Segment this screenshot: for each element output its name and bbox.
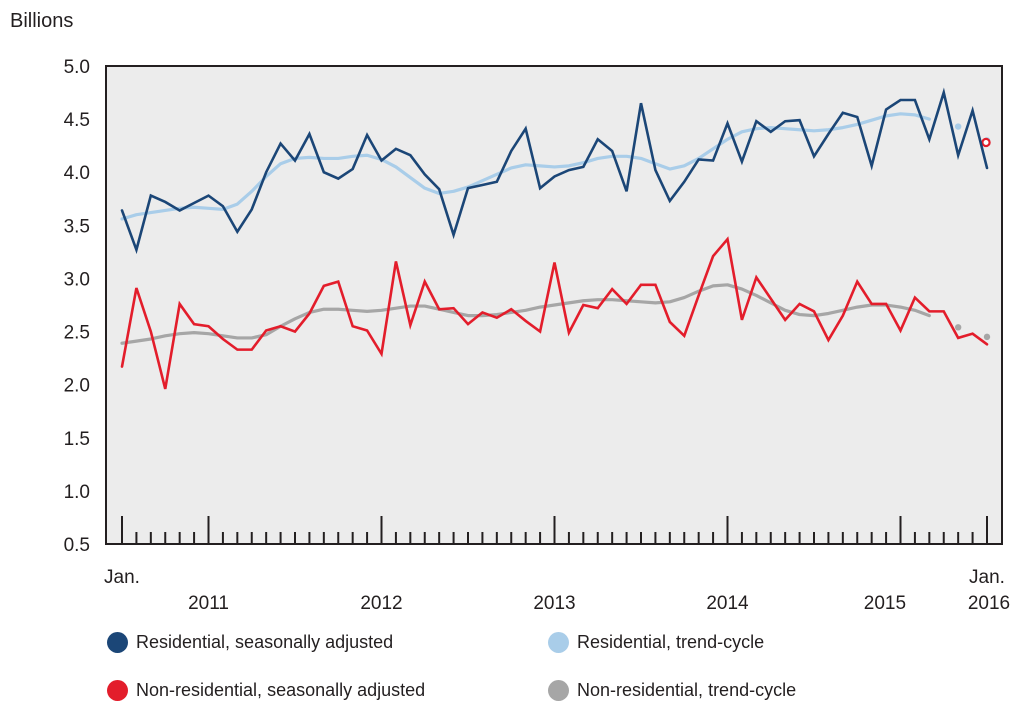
x-year-label: 2012	[360, 593, 402, 614]
y-tick-label: 2.0	[64, 376, 90, 397]
x-end-label: Jan.	[969, 567, 1005, 588]
nonresidential-tc-line	[120, 283, 931, 345]
x-axis: 2011 2012 2013 2014 2015 2016	[121, 516, 1010, 614]
nonresidential-tc-estimate-point	[983, 333, 991, 341]
y-tick-label: 1.5	[64, 429, 90, 450]
y-tick-label: 3.5	[64, 216, 90, 237]
x-year-label: 2011	[188, 593, 229, 614]
y-tick-label: 0.5	[64, 535, 90, 556]
nonresidential-flag-marker	[981, 137, 991, 148]
nonresidential-sa-line	[120, 236, 989, 390]
residential-tc-line	[120, 112, 931, 221]
x-year-label: 2013	[533, 593, 575, 614]
y-tick-label: 5.0	[64, 57, 90, 78]
y-tick-label: 2.5	[64, 323, 90, 344]
y-tick-label: 1.0	[64, 482, 90, 503]
x-year-label: 2014	[706, 593, 749, 614]
nonresidential-tc-estimate-point	[954, 324, 962, 331]
x-year-label: 2016	[968, 593, 1010, 614]
residential-sa-line	[120, 87, 989, 255]
residential-tc-estimate-point	[954, 123, 962, 130]
x-start-label: Jan.	[104, 567, 140, 588]
y-axis-title: Billions	[10, 10, 73, 32]
x-year-label: 2015	[864, 593, 906, 614]
y-tick-label: 4.0	[64, 163, 90, 184]
y-tick-label: 4.5	[64, 110, 90, 131]
y-tick-label: 3.0	[64, 269, 90, 290]
y-axis: 0.5 1.0 1.5 2.0 2.5 3.0 3.5 4.0 4.5 5.0	[64, 57, 90, 556]
series-layer	[120, 87, 991, 390]
